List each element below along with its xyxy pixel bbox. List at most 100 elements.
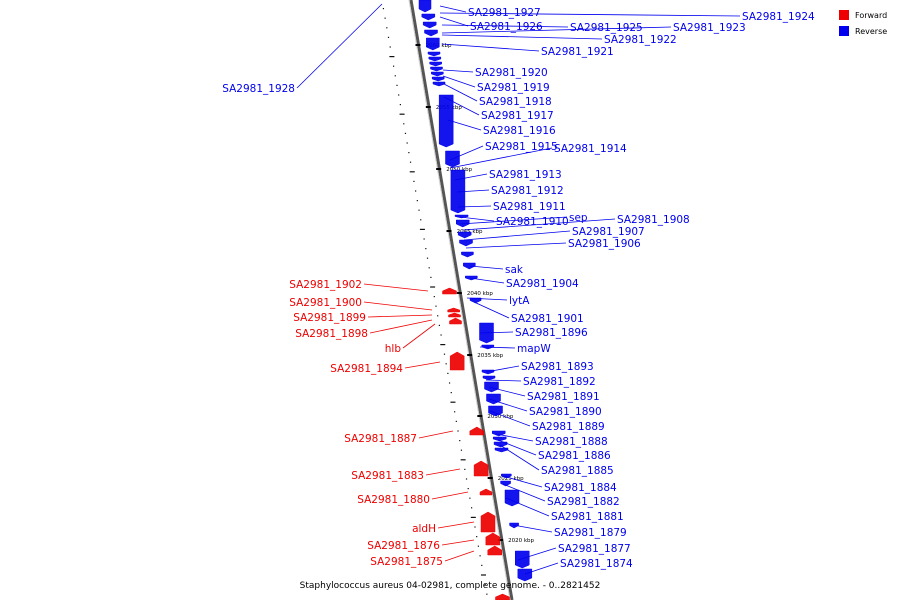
reverse-gene-label[interactable]: SA2981_1884 xyxy=(544,482,617,494)
forward-gene-label[interactable]: SA2981_1883 xyxy=(351,470,424,482)
reverse-gene-feature xyxy=(515,550,530,569)
ladder-mark xyxy=(447,372,449,374)
reverse-gene-label[interactable]: sep xyxy=(569,212,588,224)
reverse-gene-label[interactable]: SA2981_1915 xyxy=(485,141,558,153)
forward-gene-label[interactable]: SA2981_1899 xyxy=(293,312,366,324)
reverse-gene-label[interactable]: SA2981_1917 xyxy=(481,110,554,122)
reverse-label-leader xyxy=(441,34,603,40)
reverse-gene-label[interactable]: SA2981_1924 xyxy=(742,11,815,23)
forward-gene-label[interactable]: hlb xyxy=(385,343,402,355)
forward-gene-feature xyxy=(479,488,493,496)
reverse-gene-label[interactable]: SA2981_1907 xyxy=(572,226,645,238)
reverse-gene-label[interactable]: lytA xyxy=(509,295,530,307)
forward-gene-feature xyxy=(448,312,461,318)
forward-gene-label[interactable]: SA2981_1928 xyxy=(222,83,295,95)
reverse-gene-label[interactable]: SA2981_1901 xyxy=(511,313,584,325)
reverse-gene-label[interactable]: SA2981_1882 xyxy=(547,496,620,508)
forward-gene-label[interactable]: SA2981_1887 xyxy=(344,433,417,445)
reverse-label-leader xyxy=(459,216,495,222)
scale-tick-mark xyxy=(436,168,442,170)
reverse-gene-feature xyxy=(429,61,442,67)
reverse-label-leader xyxy=(449,147,553,169)
reverse-label-leader xyxy=(439,12,741,17)
reverse-gene-label[interactable]: SA2981_1912 xyxy=(491,185,564,197)
reverse-gene-label[interactable]: SA2981_1891 xyxy=(527,391,600,403)
reverse-gene-label[interactable]: SA2981_1885 xyxy=(541,465,614,477)
forward-gene-feature xyxy=(449,351,465,371)
ladder-mark xyxy=(425,248,427,250)
reverse-gene-label[interactable]: SA2981_1889 xyxy=(532,421,605,433)
reverse-gene-label[interactable]: SA2981_1922 xyxy=(604,34,677,46)
reverse-gene-label[interactable]: SA2981_1918 xyxy=(479,96,552,108)
reverse-gene-label[interactable]: sak xyxy=(505,264,524,276)
ladder-mark xyxy=(430,286,436,288)
forward-label-leader xyxy=(369,319,433,334)
reverse-gene-feature xyxy=(427,51,441,57)
reverse-label-leader xyxy=(439,16,469,27)
reverse-gene-feature xyxy=(438,94,454,148)
reverse-gene-label[interactable]: SA2981_1896 xyxy=(515,327,588,339)
reverse-gene-label[interactable]: SA2981_1927 xyxy=(468,7,541,19)
ladder-mark xyxy=(404,132,407,134)
scale-tick-label: 2030 kbp xyxy=(487,414,513,420)
reverse-gene-label[interactable]: SA2981_1877 xyxy=(558,543,631,555)
reverse-gene-feature xyxy=(504,489,520,507)
ladder-mark xyxy=(392,65,395,67)
reverse-gene-label[interactable]: SA2981_1925 xyxy=(570,22,643,34)
forward-gene-label[interactable]: SA2981_1875 xyxy=(370,556,443,568)
reverse-gene-label[interactable]: SA2981_1893 xyxy=(521,361,594,373)
ladder-mark xyxy=(409,161,412,163)
forward-gene-label[interactable]: SA2981_1902 xyxy=(289,279,362,291)
reverse-gene-label[interactable]: SA2981_1921 xyxy=(541,46,614,58)
reverse-gene-feature xyxy=(426,37,440,51)
ladder-mark xyxy=(419,228,425,230)
ladder-mark xyxy=(389,56,395,58)
ladder-mark xyxy=(471,507,473,509)
forward-gene-label[interactable]: aldH xyxy=(412,523,436,535)
reverse-gene-label[interactable]: SA2981_1926 xyxy=(470,21,543,33)
reverse-gene-label[interactable]: SA2981_1904 xyxy=(506,278,579,290)
reverse-gene-feature xyxy=(482,375,496,381)
ladder-mark xyxy=(448,382,451,384)
reverse-gene-feature xyxy=(422,21,437,29)
reverse-gene-feature xyxy=(469,297,482,304)
reverse-gene-feature xyxy=(484,381,499,393)
reverse-gene-label[interactable]: SA2981_1911 xyxy=(493,201,566,213)
reverse-gene-label[interactable]: SA2981_1916 xyxy=(483,125,556,137)
reverse-gene-label[interactable]: SA2981_1919 xyxy=(477,82,550,94)
ladder-mark xyxy=(470,516,476,518)
forward-gene-label[interactable]: SA2981_1880 xyxy=(357,494,430,506)
reverse-gene-feature xyxy=(418,0,432,13)
reverse-gene-label[interactable]: SA2981_1906 xyxy=(568,238,641,250)
position-ladder xyxy=(382,8,488,595)
ladder-mark xyxy=(481,564,483,566)
ladder-mark xyxy=(459,440,461,442)
reverse-gene-label[interactable]: SA2981_1886 xyxy=(538,450,611,462)
reverse-gene-label[interactable]: SA2981_1879 xyxy=(554,527,627,539)
ladder-mark xyxy=(396,84,398,86)
reverse-gene-label[interactable]: SA2981_1874 xyxy=(560,558,633,570)
reverse-gene-label[interactable]: SA2981_1888 xyxy=(535,436,608,448)
reverse-label-leader xyxy=(441,24,569,28)
reverse-gene-label[interactable]: SA2981_1920 xyxy=(475,67,548,79)
forward-gene-label[interactable]: SA2981_1876 xyxy=(367,540,440,552)
reverse-gene-feature xyxy=(500,480,511,487)
reverse-gene-label[interactable]: SA2981_1881 xyxy=(551,511,624,523)
reverse-label-leader xyxy=(441,26,672,34)
scale-tick-mark xyxy=(487,477,493,479)
forward-gene-feature xyxy=(449,317,462,325)
reverse-gene-label[interactable]: SA2981_1908 xyxy=(617,214,690,226)
reverse-gene-label[interactable]: mapW xyxy=(517,343,551,355)
reverse-gene-label[interactable]: SA2981_1910 xyxy=(496,216,569,228)
reverse-gene-label[interactable]: SA2981_1892 xyxy=(523,376,596,388)
reverse-gene-label[interactable]: SA2981_1890 xyxy=(529,406,602,418)
legend-reverse-swatch xyxy=(839,26,849,36)
reverse-gene-label[interactable]: SA2981_1913 xyxy=(489,169,562,181)
forward-gene-label[interactable]: SA2981_1900 xyxy=(289,297,362,309)
reverse-gene-label[interactable]: SA2981_1914 xyxy=(554,143,627,155)
reverse-gene-feature xyxy=(501,473,512,479)
reverse-gene-label[interactable]: SA2981_1923 xyxy=(673,22,746,34)
forward-gene-label[interactable]: SA2981_1898 xyxy=(295,328,368,340)
forward-gene-label[interactable]: SA2981_1894 xyxy=(330,363,403,375)
